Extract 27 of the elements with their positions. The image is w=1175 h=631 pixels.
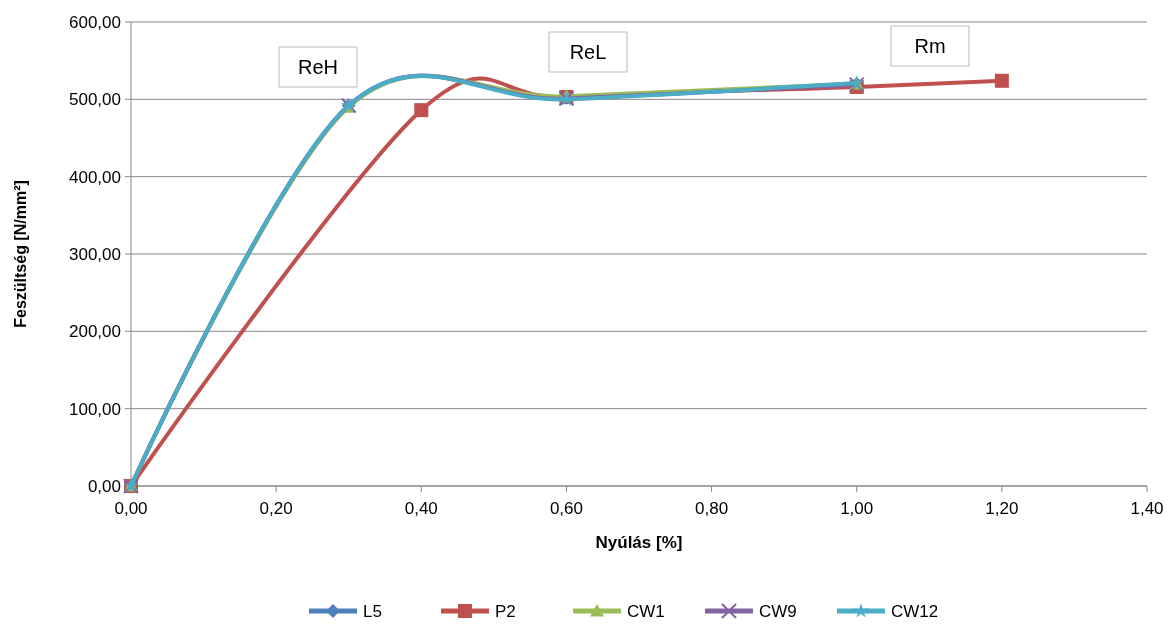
legend-label: CW9 [759,602,797,621]
x-tick-label: 0,00 [114,499,148,518]
y-tick-label: 200,00 [69,322,121,342]
y-tick-label: 300,00 [69,244,121,264]
x-tick-label: 0,60 [549,499,583,518]
legend-label: L5 [363,602,382,621]
legend-label: P2 [495,602,516,621]
x-tick-label: 1,20 [985,499,1019,518]
y-tick-label: 0,00 [87,476,121,496]
y-tick-label: 600,00 [69,12,121,32]
annotation: Rm [914,35,946,57]
y-tick-label: 400,00 [69,167,121,187]
point [414,103,429,118]
x-axis-title: Nyúlás [%] [595,533,683,552]
annotation: ReL [569,41,607,63]
x-tick-label: 0,20 [259,499,293,518]
legend-label: CW1 [627,602,665,621]
point [994,73,1009,88]
x-tick-label: 1,40 [1130,499,1164,518]
x-tick-label: 0,40 [404,499,438,518]
y-tick-label: 500,00 [69,90,121,110]
x-tick-label: 1,00 [840,499,874,518]
legend-label: CW12 [891,602,939,621]
x-tick-label: 0,80 [695,499,729,518]
annotation: ReH [297,56,339,78]
y-tick-label: 100,00 [69,399,121,419]
y-axis-title: Feszültség [N/mm²] [12,180,29,328]
